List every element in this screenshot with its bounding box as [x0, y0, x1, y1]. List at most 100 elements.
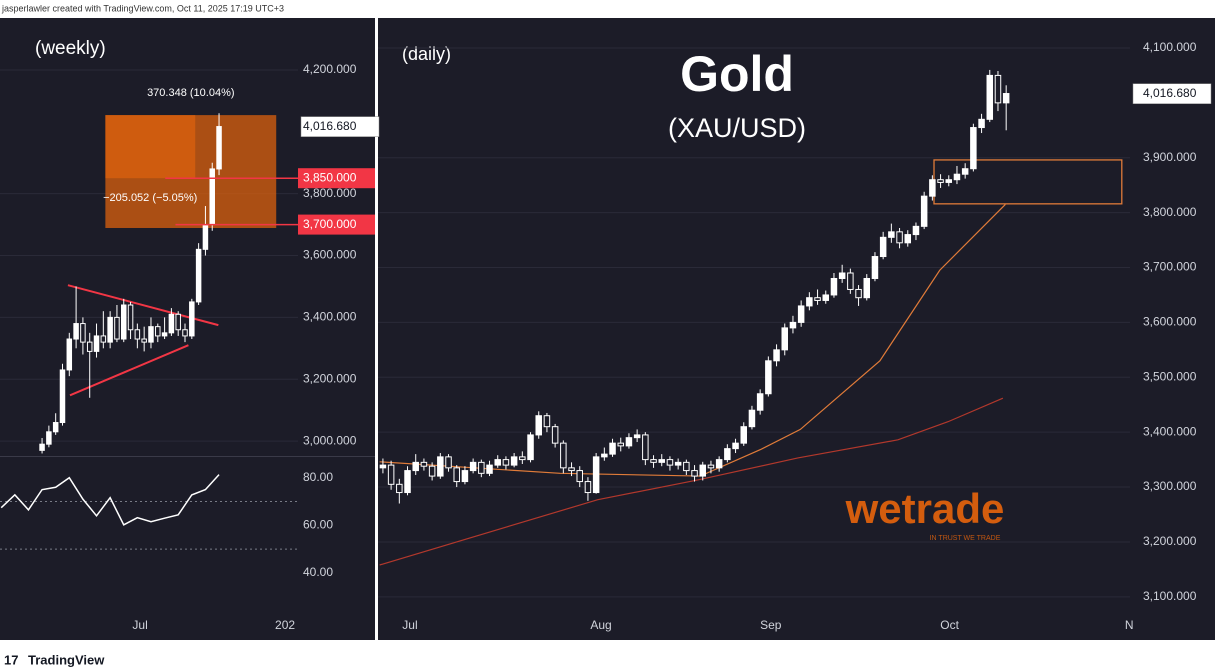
- candle-body: [822, 294, 830, 301]
- candle-body: [478, 461, 485, 474]
- candle-body: [114, 316, 120, 340]
- header-bar: [0, 0, 1215, 18]
- candle-body: [879, 236, 887, 258]
- candle-body: [847, 272, 854, 290]
- candle-body: [202, 224, 209, 250]
- last-price-label: 4,016.680: [1143, 86, 1197, 100]
- candle-body: [617, 442, 624, 447]
- y-tick-label: 3,000.000: [303, 433, 357, 447]
- candle-body: [189, 301, 195, 337]
- candle-body: [715, 459, 723, 469]
- candle-body: [814, 297, 821, 301]
- candle-body: [141, 338, 147, 343]
- candle-body: [387, 464, 395, 485]
- candle-body: [502, 459, 510, 466]
- y-tick-label: 3,600.000: [1143, 315, 1197, 329]
- candle-body: [510, 456, 518, 466]
- candle-body: [970, 127, 977, 170]
- watermark-tagline: IN TRUST WE TRADE: [930, 535, 1001, 542]
- footer-icon: 17: [4, 652, 18, 667]
- candle-body: [93, 335, 100, 352]
- price-label-box: [298, 168, 375, 189]
- x-tick-label: Jul: [402, 618, 417, 632]
- footer-logo: TradingView: [28, 652, 105, 667]
- asset-name: Gold: [680, 46, 794, 102]
- candle-body: [830, 277, 838, 296]
- measure-label: 370.348 (10.04%): [147, 87, 234, 99]
- candle-body: [453, 467, 460, 483]
- candle-body: [584, 481, 592, 494]
- candle-body: [683, 461, 690, 472]
- last-price-label: 4,016.680: [303, 119, 357, 133]
- candle-body: [961, 168, 969, 175]
- y-tick-label: 3,300.000: [1143, 479, 1197, 493]
- candle-body: [650, 459, 657, 463]
- candle-body: [806, 297, 813, 307]
- candle-body: [195, 248, 202, 303]
- y-tick-label: 3,200.000: [303, 371, 357, 385]
- candle-body: [797, 305, 805, 323]
- candle-body: [80, 323, 86, 343]
- candle-body: [863, 277, 871, 299]
- candle-body: [601, 453, 608, 458]
- candle-body: [107, 316, 113, 343]
- candle-body: [838, 272, 846, 279]
- candle-body: [732, 442, 739, 450]
- candle-body: [535, 415, 542, 436]
- candle-body: [609, 442, 616, 455]
- candle-body: [789, 321, 797, 329]
- candle-body: [428, 465, 436, 477]
- moving-average: [379, 203, 1006, 477]
- candle-body: [674, 461, 682, 466]
- candle-body: [134, 329, 141, 340]
- candle-body: [773, 349, 780, 362]
- candle-body: [551, 426, 559, 444]
- candle-body: [404, 470, 411, 494]
- y-tick-label: 4,100.000: [1143, 40, 1197, 54]
- candle-body: [86, 341, 93, 352]
- candle-body: [888, 231, 895, 238]
- y-tick-label: 3,700.000: [1143, 260, 1197, 274]
- measure-label: −205.052 (−5.05%): [103, 192, 197, 204]
- moving-average: [379, 397, 1004, 566]
- candle-body: [437, 456, 444, 477]
- y-tick-label: 4,200.000: [303, 62, 357, 76]
- candle-body: [592, 456, 600, 494]
- candle-body: [543, 415, 551, 428]
- candle-body: [642, 434, 649, 461]
- candle-body: [120, 304, 127, 340]
- y-tick-label: 3,400.000: [303, 310, 357, 324]
- x-tick-label: N: [1125, 618, 1134, 632]
- candle-body: [486, 464, 493, 474]
- y-tick-label: 60.00: [303, 517, 333, 531]
- candle-body: [148, 326, 154, 343]
- candle-body: [576, 470, 583, 483]
- candle-body: [937, 179, 944, 183]
- candle-body: [209, 168, 215, 226]
- asset-symbol: (XAU/USD): [668, 113, 806, 143]
- y-tick-label: 40.00: [303, 565, 333, 579]
- candle-body: [699, 464, 706, 477]
- candle-body: [155, 326, 161, 337]
- last-price-box: [300, 116, 380, 137]
- candle-body: [46, 431, 52, 445]
- candle-body: [519, 456, 526, 461]
- candle-body: [527, 434, 534, 461]
- candle-body: [929, 179, 936, 197]
- candle-body: [182, 329, 188, 337]
- indicator-line: [0, 474, 220, 526]
- y-tick-label: 3,800.000: [303, 186, 357, 200]
- candle-body: [420, 461, 428, 467]
- candle-body: [445, 456, 452, 469]
- candle-body: [765, 360, 772, 395]
- x-tick-label: Oct: [940, 618, 959, 632]
- watermark: wetrade: [845, 485, 1005, 532]
- candle-body: [978, 118, 985, 129]
- x-tick-label: Sep: [760, 618, 782, 632]
- candle-body: [412, 461, 419, 472]
- candle-body: [216, 126, 222, 170]
- candle-body: [469, 461, 477, 472]
- candle-body: [945, 179, 953, 183]
